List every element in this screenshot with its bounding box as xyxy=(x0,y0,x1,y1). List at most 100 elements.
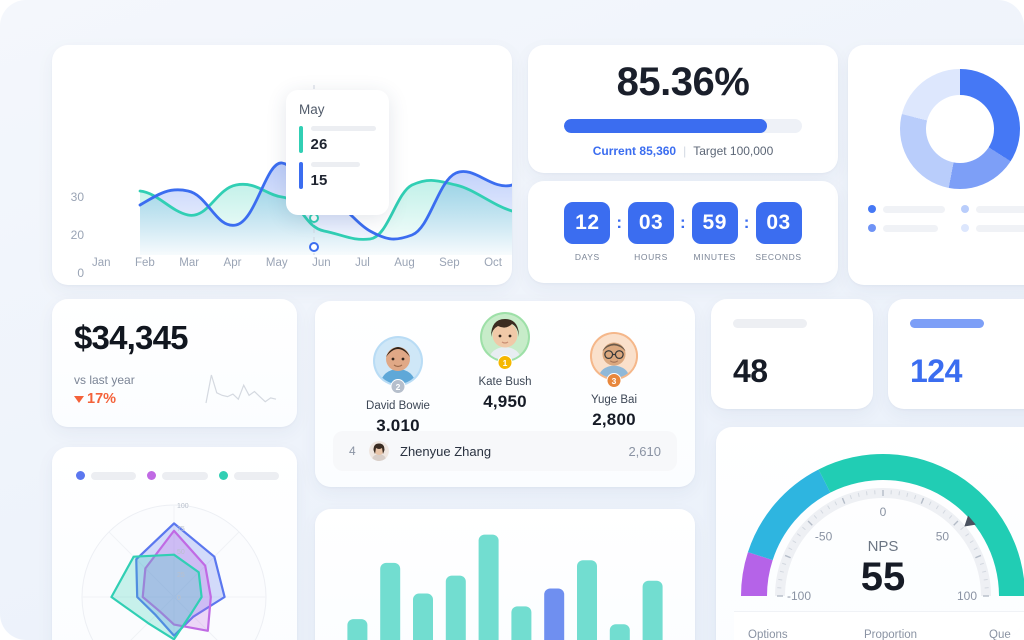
row-avatar xyxy=(369,441,389,461)
bar[interactable] xyxy=(642,580,663,640)
gauge-band xyxy=(818,454,1024,596)
bar-chart-svg xyxy=(347,534,663,640)
player-score: 2,800 xyxy=(592,410,636,429)
avatar: 2 xyxy=(372,335,424,394)
table-header-quantity: Que xyxy=(989,628,1011,640)
countdown-label-days: DAYS xyxy=(574,252,600,262)
series-a-area xyxy=(140,180,512,255)
gauge-band xyxy=(741,552,773,596)
legend-item[interactable] xyxy=(961,205,1024,213)
rank-badge: 1 xyxy=(497,355,513,370)
legend-color-dot xyxy=(147,471,157,480)
legend-item[interactable] xyxy=(147,471,208,480)
svg-text:50: 50 xyxy=(177,549,185,556)
countdown-unit-seconds: 03 SECONDS xyxy=(755,202,802,262)
x-tick-sep: Sep xyxy=(439,257,460,269)
progress-meta: Current 85,360 | Target 100,000 xyxy=(593,144,774,158)
legend-item[interactable] xyxy=(76,471,137,480)
gauge-tick-label: -100 xyxy=(787,589,811,603)
progress-target-label: Target 100,000 xyxy=(693,144,774,158)
legend-label-skeleton xyxy=(976,224,1024,232)
legend-item[interactable] xyxy=(218,471,279,480)
progress-kpi-card: 85.36% Current 85,360 | Target 100,000 xyxy=(528,45,838,173)
line-chart-plot: 30 20 0 Jan Feb Mar Apr May Jun Jul Aug … xyxy=(52,45,514,285)
x-tick-oct: Oct xyxy=(484,257,502,269)
gauge-title: NPS xyxy=(868,538,899,555)
bar[interactable] xyxy=(609,624,630,640)
x-tick-aug: Aug xyxy=(394,257,415,269)
bar[interactable] xyxy=(413,593,433,640)
leaderboard-row[interactable]: 4 Zhenyue Zhang 2,610 xyxy=(333,431,677,471)
bar[interactable] xyxy=(347,619,368,640)
legend-item[interactable] xyxy=(868,224,945,232)
series-b-point[interactable] xyxy=(309,242,319,252)
radar-chart-svg: 0 25 50 75 100 xyxy=(81,503,267,640)
legend-label-skeleton xyxy=(976,205,1024,213)
tooltip-row-series-b: 15 xyxy=(299,162,376,189)
bar[interactable] xyxy=(511,606,532,640)
leaderboard-card: 2 David Bowie 3,010 xyxy=(315,301,695,487)
y-tick-20: 20 xyxy=(70,228,84,242)
tooltip-value-series-a: 26 xyxy=(310,136,328,153)
stat-card-48: 48 xyxy=(711,299,873,409)
stat-value: 124 xyxy=(910,353,962,389)
radar-legend xyxy=(76,471,279,480)
countdown-unit-hours: 03 HOURS xyxy=(628,202,675,262)
tooltip-marker-series-b xyxy=(299,162,303,189)
revenue-card: $34,345 vs last year 17% xyxy=(52,299,297,427)
x-tick-may: May xyxy=(265,257,288,269)
progress-current-label: Current 85,360 xyxy=(592,144,677,158)
legend-color-dot xyxy=(868,205,876,213)
rank-badge: 3 xyxy=(606,373,622,388)
legend-label-skeleton xyxy=(883,205,945,213)
progress-bar-fill xyxy=(564,119,768,133)
avatar-image xyxy=(480,312,530,362)
countdown-unit-days: 12 DAYS xyxy=(564,202,611,262)
legend-label-skeleton xyxy=(162,471,208,480)
countdown-separator: : xyxy=(680,213,686,232)
gauge-band xyxy=(747,469,831,561)
countdown-label-seconds: SECONDS xyxy=(755,252,802,262)
legend-color-dot xyxy=(868,224,876,232)
y-tick-0: 0 xyxy=(77,266,84,280)
countdown-unit-minutes: 59 MINUTES xyxy=(691,202,738,262)
progress-separator: | xyxy=(683,144,687,158)
donut-chart xyxy=(900,69,1020,189)
stat-label-skeleton xyxy=(910,319,984,328)
svg-text:0: 0 xyxy=(177,595,181,602)
legend-label-skeleton xyxy=(883,224,939,232)
gauge-tick-label: -50 xyxy=(815,530,833,544)
countdown-value-minutes: 59 xyxy=(691,202,738,244)
bar[interactable] xyxy=(577,560,597,640)
bar[interactable] xyxy=(445,575,466,640)
line-chart-svg xyxy=(138,85,514,255)
bar[interactable] xyxy=(380,562,401,640)
chart-tooltip: May 26 15 xyxy=(286,90,389,215)
svg-text:100: 100 xyxy=(177,503,189,510)
podium-player-1[interactable]: 1 Kate Bush 4,950 xyxy=(450,311,560,412)
podium-player-2[interactable]: 2 David Bowie 3,010 xyxy=(343,335,453,436)
podium-player-3[interactable]: 3 Yuge Bai 2,800 xyxy=(559,331,669,430)
bar-chart-card xyxy=(315,509,695,640)
series-a-point[interactable] xyxy=(309,213,319,223)
gauge-tick-label: 100 xyxy=(957,589,977,603)
player-name: David Bowie xyxy=(366,400,430,412)
legend-color-dot xyxy=(218,471,228,480)
avatar: 1 xyxy=(479,311,531,370)
legend-item[interactable] xyxy=(868,205,945,213)
bar[interactable] xyxy=(478,534,499,640)
progress-percent: 85.36% xyxy=(616,60,750,104)
legend-item[interactable] xyxy=(961,224,1024,232)
avatar-image xyxy=(373,336,423,386)
line-chart-card: 30 20 0 Jan Feb Mar Apr May Jun Jul Aug … xyxy=(52,45,514,285)
bar[interactable] xyxy=(544,588,565,640)
tooltip-label-skeleton xyxy=(310,162,361,167)
x-tick-jan: Jan xyxy=(92,257,111,269)
table-header-options: Options xyxy=(748,628,788,640)
x-tick-mar: Mar xyxy=(179,257,200,269)
legend-color-dot xyxy=(76,471,85,480)
caret-down-icon xyxy=(74,395,84,403)
row-rank: 4 xyxy=(349,444,356,458)
